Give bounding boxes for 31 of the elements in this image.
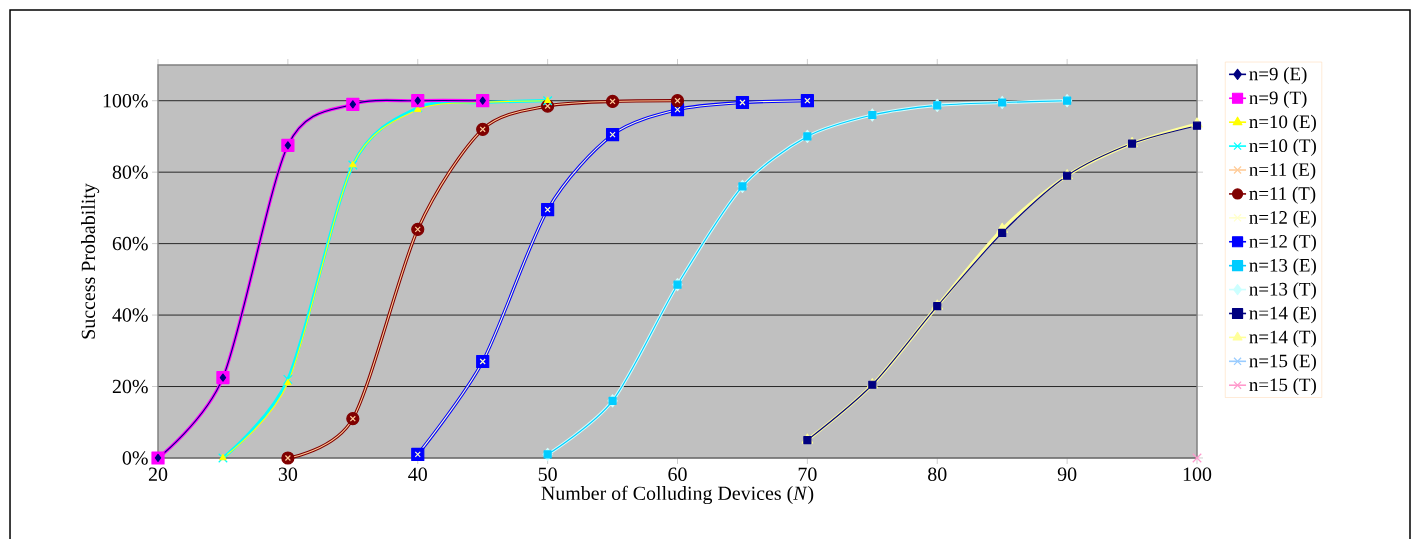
legend-label: n=13 (E) <box>1249 258 1316 276</box>
y-tick-label: 20% <box>112 379 148 394</box>
legend-label: n=12 (E) <box>1249 210 1316 228</box>
legend-label: n=14 (T) <box>1249 330 1316 348</box>
y-axis-title: Success Probability <box>81 183 100 339</box>
y-tick-label: 0% <box>122 451 148 465</box>
legend-label: n=11 (T) <box>1249 186 1316 204</box>
legend-label: n=11 (E) <box>1249 162 1316 180</box>
x-tick-label: 30 <box>278 467 298 481</box>
legend-label: n=9 (E) <box>1249 67 1307 85</box>
x-tick-label: 40 <box>408 467 427 481</box>
legend-label: n=14 (E) <box>1249 306 1316 324</box>
x-tick-label: 20 <box>148 467 168 481</box>
legend-label: n=10 (E) <box>1249 114 1316 133</box>
legend-label: n=9 (T) <box>1249 90 1307 109</box>
legend-label: n=15 (E) <box>1249 354 1316 372</box>
x-tick-label: 80 <box>928 467 947 481</box>
legend-label: n=12 (T) <box>1249 234 1316 252</box>
x-tick-label: 70 <box>798 467 817 481</box>
x-axis-title: Number of Colluding Devices (N) <box>541 485 814 505</box>
x-tick-label: 50 <box>538 467 557 481</box>
y-tick-label: 80% <box>112 165 148 179</box>
x-tick-label: 100 <box>1183 467 1212 481</box>
y-tick-label: 40% <box>112 308 148 322</box>
legend-label: n=10 (T) <box>1249 138 1316 156</box>
legend-label: n=15 (T) <box>1249 377 1316 396</box>
legend-label: n=13 (T) <box>1249 282 1316 300</box>
x-tick-label: 90 <box>1057 467 1077 481</box>
y-tick-label: 100% <box>103 93 148 108</box>
y-tick-label: 60% <box>112 236 148 251</box>
x-tick-label: 60 <box>668 467 687 481</box>
